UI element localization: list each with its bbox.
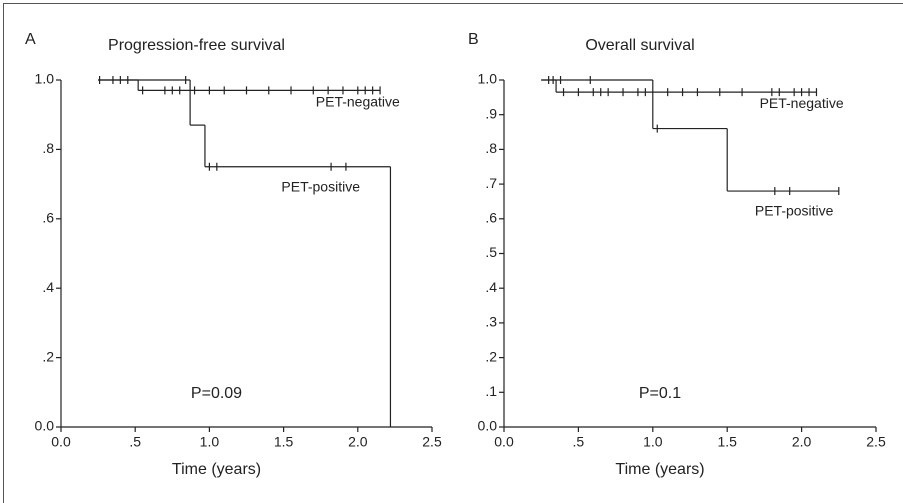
x-tick-label: 2.5 <box>422 434 442 450</box>
y-tick-label: 1.0 <box>35 71 55 87</box>
y-tick-label: .2 <box>42 348 54 364</box>
chart-title: Overall survival <box>585 37 694 54</box>
y-tick-label: 0.0 <box>478 418 498 434</box>
x-tick-label: 2.5 <box>866 434 886 450</box>
y-tick-label: .4 <box>485 279 497 295</box>
panel-label: A <box>25 31 36 48</box>
y-tick-label: .5 <box>485 244 497 260</box>
series-label: PET-negative <box>316 93 400 109</box>
x-tick-label: 1.0 <box>643 434 663 450</box>
y-tick-label: .9 <box>485 105 497 121</box>
x-tick-label: .5 <box>573 434 585 450</box>
y-tick-label: .6 <box>485 210 497 226</box>
x-tick-label: 2.0 <box>792 434 812 450</box>
series-label: PET-positive <box>281 178 360 194</box>
x-tick-label: 0.0 <box>51 434 71 450</box>
x-tick-label: 1.5 <box>274 434 294 450</box>
x-tick-label: 0.0 <box>494 434 514 450</box>
y-tick-label: .8 <box>42 140 54 156</box>
y-tick-label: .1 <box>485 383 497 399</box>
y-tick-label: .3 <box>485 314 497 330</box>
x-tick-label: 2.0 <box>348 434 368 450</box>
y-tick-label: .2 <box>485 348 497 364</box>
y-tick-label: 1.0 <box>478 71 498 87</box>
p-value: P=0.09 <box>191 385 242 402</box>
x-axis-label: Time (years) <box>615 461 704 478</box>
y-tick-label: .7 <box>485 175 497 191</box>
x-tick-label: .5 <box>129 434 141 450</box>
panel-label: B <box>468 31 479 48</box>
x-tick-label: 1.0 <box>200 434 220 450</box>
y-tick-label: .4 <box>42 279 54 295</box>
y-tick-label: .6 <box>42 210 54 226</box>
x-axis-label: Time (years) <box>172 461 261 478</box>
frame <box>3 3 903 503</box>
y-tick-label: 0.0 <box>35 418 55 434</box>
series-label: PET-negative <box>760 95 844 111</box>
y-tick-label: .8 <box>485 140 497 156</box>
chart-title: Progression-free survival <box>108 37 285 54</box>
series-label: PET-positive <box>755 203 834 219</box>
p-value: P=0.1 <box>639 385 681 402</box>
x-tick-label: 1.5 <box>717 434 737 450</box>
